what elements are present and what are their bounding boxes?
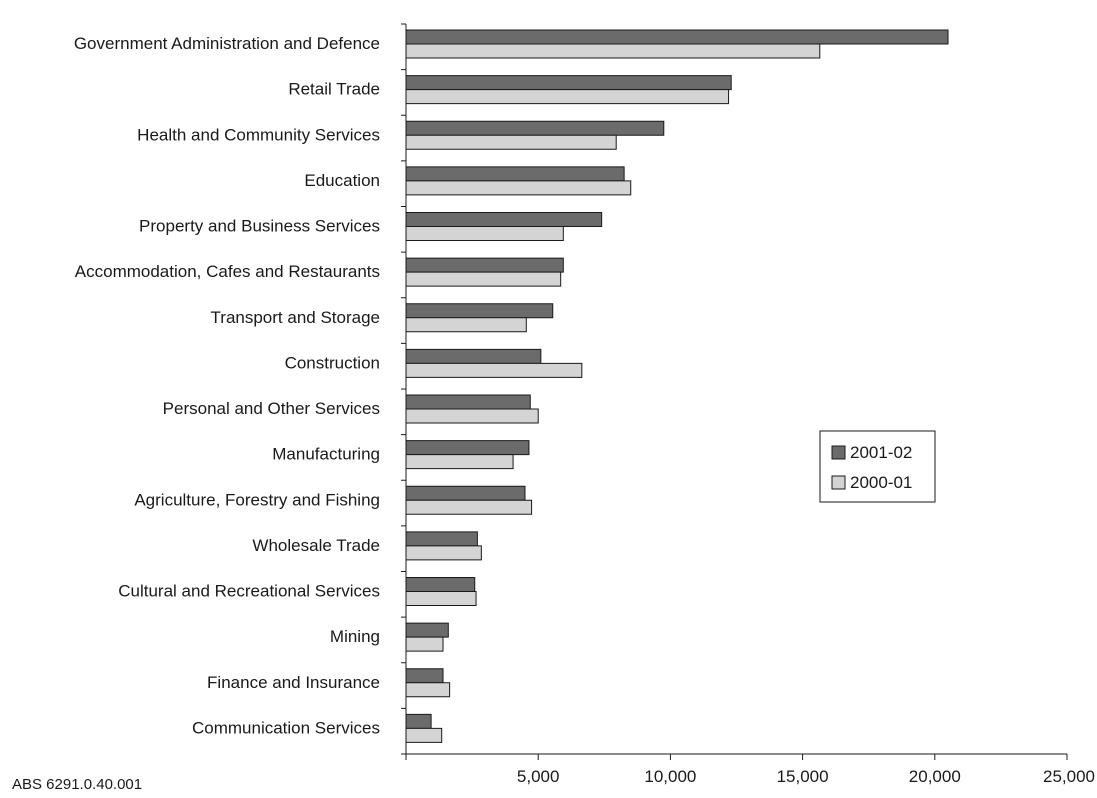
category-label: Accommodation, Cafes and Restaurants [75,262,380,281]
bar-2000-01-8 [405,408,539,424]
bar-2000-01-11 [405,545,482,561]
category-labels: Government Administration and Defence Ret… [74,34,380,737]
category-label: Property and Business Services [139,217,380,236]
category-label: Communication Services [192,718,380,737]
bar-2001-02-13 [405,622,449,638]
bar-2001-02-0 [405,29,949,45]
category-label: Personal and Other Services [163,399,380,418]
bar-2001-02-2 [405,120,665,136]
bar-2001-02-10 [405,485,526,501]
category-label: Cultural and Recreational Services [118,582,380,601]
tick-labels: 5,000 10,000 15,000 20,000 25,000 [517,767,1095,786]
bar-2000-01-0 [405,43,821,59]
category-label: Wholesale Trade [252,536,380,555]
category-label: Retail Trade [288,80,380,99]
x-tick-label: 15,000 [777,767,829,786]
x-tick-label: 5,000 [517,767,560,786]
x-tick-label: 25,000 [1043,767,1095,786]
bar-2001-02-4 [405,212,603,227]
legend-box [819,430,936,503]
bar-2001-02-3 [405,166,625,182]
bar-2000-01-3 [405,180,632,196]
bar-2000-01-1 [405,89,730,105]
bar-2000-01-7 [405,362,583,378]
bar-2000-01-15 [405,727,443,743]
bar-2001-02-1 [405,75,732,91]
axes-group [401,23,1068,760]
bar-2000-01-6 [405,317,527,333]
bar-2001-02-8 [405,394,531,410]
bar-2001-02-6 [405,303,554,319]
bar-2001-02-7 [405,348,542,364]
bars-group [405,29,949,743]
category-label: Transport and Storage [211,308,380,327]
category-label: Manufacturing [272,445,380,464]
category-label: Government Administration and Defence [74,34,380,53]
bar-2001-02-15 [405,713,432,729]
legend-swatch-2001-02 [831,445,846,460]
source-note: ABS 6291.0.40.001 [12,776,142,793]
bar-2001-02-12 [405,577,476,592]
bar-2001-02-14 [405,668,444,684]
bar-2000-01-10 [405,499,533,515]
bar-2000-01-12 [405,591,477,606]
bar-2001-02-5 [405,257,564,273]
bar-2000-01-14 [405,682,451,698]
bar-2000-01-4 [405,226,564,241]
category-label: Agriculture, Forestry and Fishing [134,490,380,509]
x-tick-label: 20,000 [909,767,961,786]
legend-label: 2000-01 [850,473,912,492]
legend: 2001-02 2000-01 [819,430,936,503]
category-label: Health and Community Services [137,125,380,144]
bar-2000-01-13 [405,636,444,652]
x-tick-label: 10,000 [644,767,696,786]
bar-2000-01-2 [405,134,617,150]
category-label: Construction [285,353,380,372]
category-label: Finance and Insurance [207,673,380,692]
legend-swatch-2000-01 [831,475,846,490]
bar-2000-01-9 [405,454,514,470]
bar-2001-02-11 [405,531,478,547]
category-label: Education [304,171,380,190]
bar-2000-01-5 [405,271,562,287]
bar-2001-02-9 [405,440,530,456]
category-label: Mining [330,627,380,646]
legend-label: 2001-02 [850,443,912,462]
